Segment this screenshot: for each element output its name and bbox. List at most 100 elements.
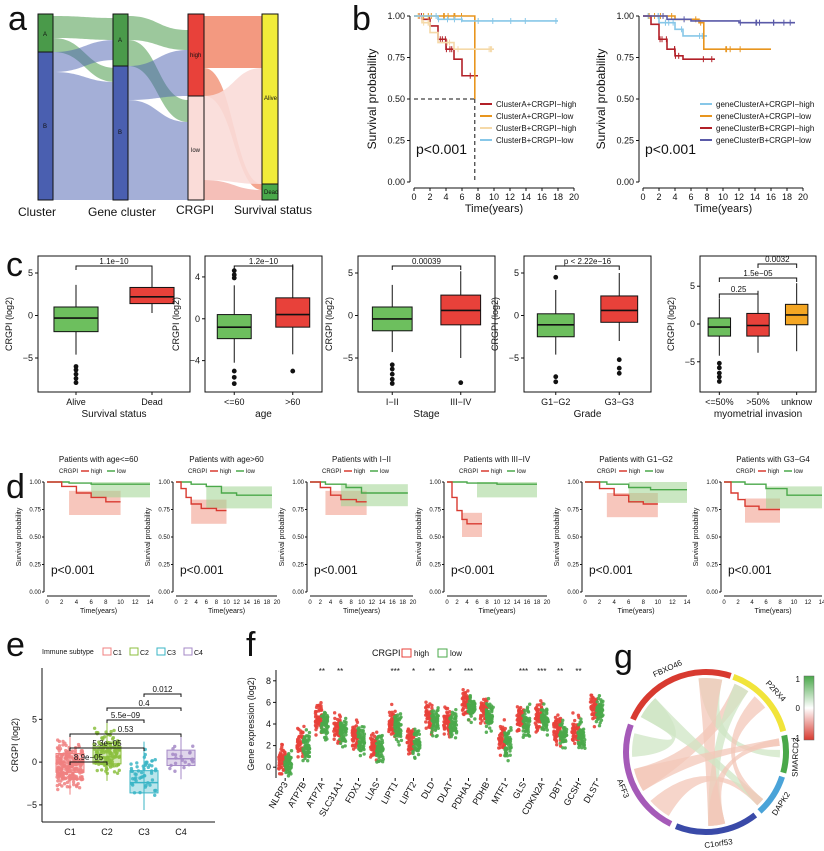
f-point [537, 715, 541, 719]
f-point [397, 718, 402, 722]
f-point [471, 700, 475, 705]
g-legend-tick: −1 [791, 734, 801, 743]
f-point [333, 721, 337, 725]
c-ytick-label: 5 [28, 268, 33, 278]
e-point [173, 769, 177, 773]
e-point [60, 763, 64, 767]
f-point [497, 736, 501, 741]
f-point [380, 760, 385, 764]
f-point [461, 691, 465, 696]
d-ytick-label: 0.00 [29, 590, 41, 596]
f-point [320, 722, 324, 726]
d-curve-low [310, 481, 408, 494]
b-xtick-label-right: 16 [766, 192, 776, 202]
c-frame-3 [523, 255, 652, 393]
e-pvalue: 0.4 [138, 699, 150, 708]
panel-a-sankey: A B A B high low Alive Dead Cluster Gene… [18, 13, 312, 219]
e-point [62, 772, 66, 776]
c-ytick-label: 4 [195, 272, 200, 282]
d-xtick-label: 2 [455, 600, 459, 606]
c-ytick-label: −5 [343, 353, 353, 363]
f-point [379, 751, 383, 755]
e-point [188, 750, 192, 755]
e-point [60, 784, 64, 788]
e-point [173, 753, 178, 757]
f-point [430, 706, 434, 711]
d-ytick-label: 1.00 [29, 480, 41, 486]
f-point [556, 713, 560, 717]
d-pvalue: p<0.001 [314, 563, 358, 577]
f-point [389, 732, 394, 736]
e-point [108, 764, 112, 768]
c-outlier [389, 381, 395, 386]
e-point [144, 762, 148, 766]
f-point [596, 707, 601, 711]
g-sector-AFF3 [623, 723, 673, 827]
c-ytick-label: −5 [685, 357, 695, 367]
e-point [112, 728, 116, 733]
f-point [490, 707, 494, 711]
e-point [55, 738, 60, 742]
c-outlier [616, 365, 622, 371]
d-ytick-label: 1.00 [292, 480, 304, 486]
b-xtick-label-left: 16 [537, 192, 547, 202]
f-point [445, 706, 450, 711]
e-point [72, 775, 77, 779]
d-xtick-label: 10 [791, 600, 798, 606]
d-xtick-label: 6 [339, 600, 343, 606]
node-status-dead [261, 183, 279, 201]
c-group-label: Alive [66, 397, 86, 407]
f-point [460, 708, 465, 712]
e-point [60, 775, 64, 779]
f-point [343, 739, 348, 743]
f-point [316, 715, 321, 719]
f-point [413, 727, 417, 731]
f-point [596, 717, 601, 721]
f-significance: ** [575, 667, 581, 676]
b-ytick-label-left: 0.50 [387, 94, 405, 104]
f-point [280, 742, 284, 747]
f-point [396, 731, 400, 735]
d-xtick-label: 10 [358, 600, 365, 606]
e-ylabel: CRGPI (log2) [10, 718, 20, 772]
f-point [506, 758, 510, 763]
f-point [582, 735, 586, 739]
f-point [315, 719, 320, 724]
e-pvalue: 5.3e−05 [92, 739, 122, 748]
f-point [597, 711, 601, 715]
g-legend-tick: 0 [796, 704, 801, 713]
d-legend-label-low: low [380, 469, 390, 475]
d-ytick-label: 0.50 [429, 535, 441, 541]
e-category-label: C2 [101, 827, 113, 837]
f-point [448, 716, 452, 721]
d-ytick-label: 0.00 [158, 590, 170, 596]
f-point [416, 749, 420, 753]
g-sector-DAPK2 [757, 775, 785, 814]
f-point [344, 722, 348, 727]
e-point [129, 766, 134, 771]
node-label-alive: Alive [264, 96, 278, 102]
d-xlabel: Time(years) [208, 608, 245, 615]
c-box-Dead [129, 286, 175, 305]
f-point [555, 743, 559, 747]
e-point [99, 751, 103, 756]
d-xtick-label: 10 [117, 600, 124, 606]
f-point [499, 726, 503, 731]
e-legend-key-C1 [102, 647, 112, 656]
c-group-label: <=60 [224, 397, 245, 407]
e-point [62, 782, 67, 786]
c-bracket [555, 265, 620, 270]
f-point [588, 700, 593, 704]
f-point [351, 727, 355, 731]
f-point [553, 735, 558, 740]
f-point [502, 718, 507, 722]
c-outlier [553, 374, 559, 380]
c-outlier [716, 365, 722, 371]
e-point [146, 765, 151, 770]
e-point [80, 750, 85, 754]
f-point [332, 729, 336, 733]
f-point [351, 738, 355, 743]
f-point [296, 726, 300, 731]
f-point [545, 711, 549, 716]
g-sector-SMARCD3 [780, 734, 789, 774]
